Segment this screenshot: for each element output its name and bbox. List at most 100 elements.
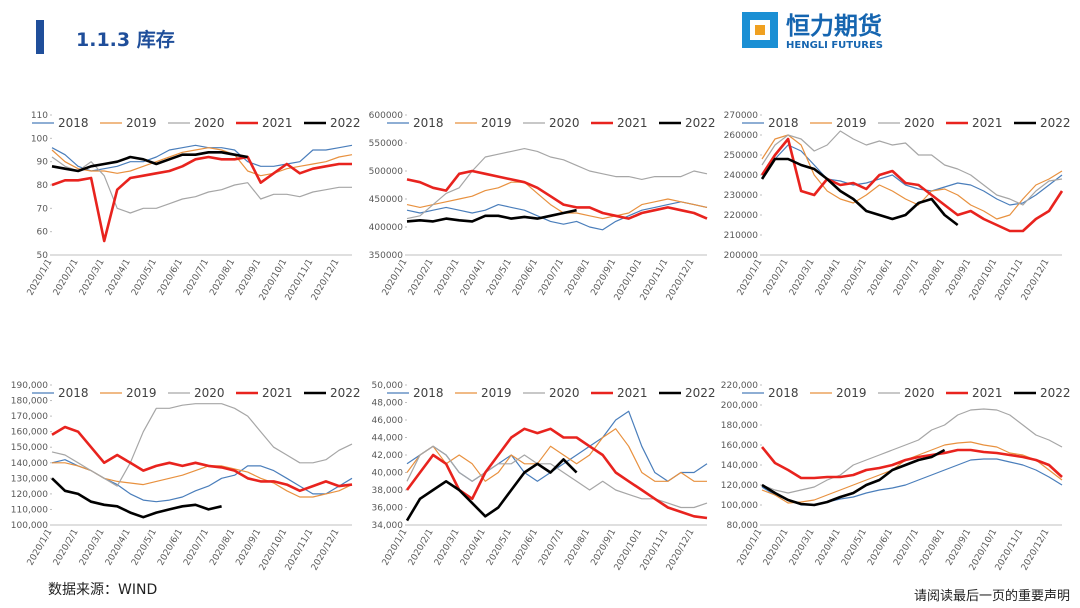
y-tick-label: 260000 bbox=[724, 131, 759, 141]
legend-label: 2020 bbox=[549, 116, 580, 130]
series-line bbox=[51, 147, 353, 177]
series-line bbox=[51, 477, 222, 519]
x-tick-label: 2020/6/1 bbox=[511, 258, 540, 298]
legend-label: 2020 bbox=[904, 116, 935, 130]
x-tick-label: 2020/1/1 bbox=[736, 528, 765, 568]
x-tick-label: 2020/3/1 bbox=[433, 258, 462, 298]
series-line bbox=[405, 458, 578, 522]
legend-label: 2018 bbox=[58, 116, 89, 130]
y-tick-label: 140,000 bbox=[721, 461, 758, 471]
x-tick-label: 2020/6/1 bbox=[866, 258, 895, 298]
title-bar bbox=[36, 20, 44, 54]
x-tick-label: 2020/12/1 bbox=[310, 528, 342, 573]
series-line bbox=[51, 403, 353, 487]
y-tick-label: 38,000 bbox=[372, 486, 404, 496]
x-tick-label: 2020/2/1 bbox=[52, 528, 81, 568]
x-tick-label: 2020/12/1 bbox=[1020, 528, 1052, 573]
x-tick-label: 2020/1/1 bbox=[381, 528, 410, 568]
y-tick-label: 150,000 bbox=[11, 443, 48, 453]
y-tick-label: 170,000 bbox=[11, 412, 48, 422]
chart: 80,000 100,000 120,000 140,000 160,000 180,00… bbox=[721, 381, 1071, 572]
x-tick-label: 2020/4/1 bbox=[814, 258, 843, 298]
x-tick-label: 2020/6/1 bbox=[866, 528, 895, 568]
x-tick-label: 2020/7/1 bbox=[182, 258, 211, 298]
y-tick-label: 110,000 bbox=[11, 505, 48, 515]
logo-text: 恒力期货 bbox=[786, 12, 882, 40]
y-tick-label: 180,000 bbox=[11, 397, 48, 407]
y-tick-label: 210000 bbox=[724, 231, 759, 241]
legend-label: 2022 bbox=[330, 116, 361, 130]
y-tick-label: 42,000 bbox=[372, 451, 404, 461]
x-tick-label: 2020/1/1 bbox=[736, 258, 765, 298]
x-tick-label: 2020/7/1 bbox=[892, 528, 921, 568]
y-tick-label: 350000 bbox=[369, 251, 404, 261]
chart: 200000 210000 220000 230000 240000 250000 2600… bbox=[724, 111, 1071, 302]
series-line bbox=[761, 448, 946, 507]
legend-label: 2021 bbox=[262, 386, 293, 400]
y-tick-label: 46,000 bbox=[372, 416, 404, 426]
x-tick-label: 2020/2/1 bbox=[762, 258, 791, 298]
series-line bbox=[761, 134, 1063, 220]
legend-label: 2019 bbox=[126, 116, 157, 130]
x-tick-label: 2020/7/1 bbox=[892, 258, 921, 298]
x-tick-label: 2020/6/1 bbox=[156, 258, 185, 298]
x-tick-label: 2020/1/1 bbox=[26, 258, 55, 298]
series-line bbox=[51, 425, 353, 493]
legend-label: 2018 bbox=[413, 386, 444, 400]
series-line bbox=[760, 446, 1063, 480]
x-tick-label: 2020/8/1 bbox=[563, 528, 592, 568]
legend-label: 2022 bbox=[685, 116, 716, 130]
legend-label: 2022 bbox=[685, 386, 716, 400]
y-tick-label: 250000 bbox=[724, 151, 759, 161]
page-title: 1.1.3 库存 bbox=[76, 28, 175, 51]
x-tick-label: 2020/5/1 bbox=[840, 528, 869, 568]
y-tick-label: 270000 bbox=[724, 111, 759, 121]
x-tick-label: 2020/9/1 bbox=[234, 528, 263, 568]
y-tick-label: 220000 bbox=[724, 211, 759, 221]
x-tick-label: 2020/4/1 bbox=[459, 258, 488, 298]
x-tick-label: 2020/12/1 bbox=[1020, 258, 1052, 303]
legend-label: 2018 bbox=[768, 386, 799, 400]
x-tick-label: 2020/8/1 bbox=[918, 258, 947, 298]
series-line bbox=[761, 408, 1063, 494]
y-tick-label: 100,000 bbox=[11, 521, 48, 531]
chart: 350000 400000 450000 500000 550000 600000 2020… bbox=[369, 111, 716, 302]
series-line bbox=[51, 459, 353, 503]
legend-label: 2019 bbox=[836, 386, 867, 400]
series-line bbox=[760, 137, 1064, 233]
x-tick-label: 2020/8/1 bbox=[208, 258, 237, 298]
y-tick-label: 600000 bbox=[369, 111, 404, 121]
y-tick-label: 230000 bbox=[724, 191, 759, 201]
x-tick-label: 2020/5/1 bbox=[485, 528, 514, 568]
x-tick-label: 2020/12/1 bbox=[310, 258, 342, 303]
y-tick-label: 50 bbox=[37, 251, 49, 261]
legend-label: 2021 bbox=[972, 116, 1003, 130]
logo-english: HENGLI FUTURES bbox=[786, 40, 883, 51]
x-tick-label: 2020/2/1 bbox=[762, 528, 791, 568]
series-line bbox=[51, 155, 352, 243]
x-tick-label: 2020/12/1 bbox=[665, 258, 697, 303]
x-tick-label: 2020/9/1 bbox=[589, 528, 618, 568]
y-tick-label: 70 bbox=[37, 204, 49, 214]
x-tick-label: 2020/2/1 bbox=[52, 258, 81, 298]
series-line bbox=[761, 144, 1063, 206]
x-tick-label: 2020/7/1 bbox=[537, 258, 566, 298]
x-tick-label: 2020/7/1 bbox=[537, 528, 566, 568]
series-line bbox=[52, 462, 353, 498]
legend-label: 2020 bbox=[549, 386, 580, 400]
series-line bbox=[406, 169, 708, 220]
y-tick-label: 80,000 bbox=[727, 521, 759, 531]
x-tick-label: 2020/3/1 bbox=[433, 528, 462, 568]
series-line bbox=[51, 144, 353, 172]
x-tick-label: 2020/7/1 bbox=[182, 528, 211, 568]
y-tick-label: 110 bbox=[31, 111, 48, 121]
legend-label: 2020 bbox=[904, 386, 935, 400]
legend-label: 2021 bbox=[972, 386, 1003, 400]
x-tick-label: 2020/6/1 bbox=[511, 528, 540, 568]
series-line bbox=[405, 427, 708, 520]
y-tick-label: 500000 bbox=[369, 167, 404, 177]
x-tick-label: 2020/8/1 bbox=[918, 528, 947, 568]
series-line bbox=[760, 157, 959, 227]
y-tick-label: 100 bbox=[31, 134, 48, 144]
x-tick-label: 2020/5/1 bbox=[485, 258, 514, 298]
